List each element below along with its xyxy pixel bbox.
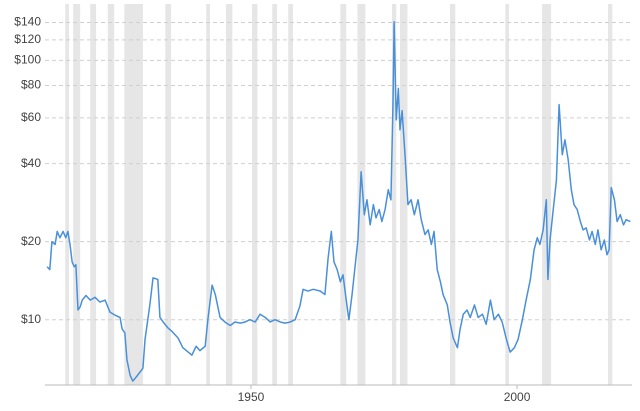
recession-band [449, 4, 456, 385]
recession-band [340, 4, 347, 385]
recession-band [542, 4, 552, 385]
recession-band [65, 4, 69, 385]
y-tick-label: $60 [21, 110, 41, 124]
recession-band [252, 4, 258, 385]
recession-band [165, 4, 172, 385]
recession-band [73, 4, 81, 385]
recession-band [288, 4, 293, 385]
y-tick-label: $40 [21, 156, 41, 170]
x-tick-label: 1950 [238, 390, 265, 404]
y-tick-label: $80 [21, 78, 41, 92]
y-tick-label: $20 [21, 234, 41, 248]
recession-band [391, 4, 397, 385]
recession-band [206, 4, 210, 385]
recession-band [124, 4, 143, 385]
y-tick-label: $120 [14, 32, 41, 46]
recession-band [90, 4, 97, 385]
y-tick-label: $10 [21, 312, 41, 326]
recession-band [107, 4, 115, 385]
recession-band [272, 4, 278, 385]
recession-band [505, 4, 510, 385]
y-tick-label: $140 [14, 15, 41, 29]
recession-band [608, 4, 613, 385]
price-line [46, 20, 631, 382]
recession-band [399, 4, 408, 385]
recession-band [225, 4, 233, 385]
x-tick-label: 2000 [504, 390, 531, 404]
recession-band [357, 4, 366, 385]
y-tick-label: $100 [14, 53, 41, 67]
